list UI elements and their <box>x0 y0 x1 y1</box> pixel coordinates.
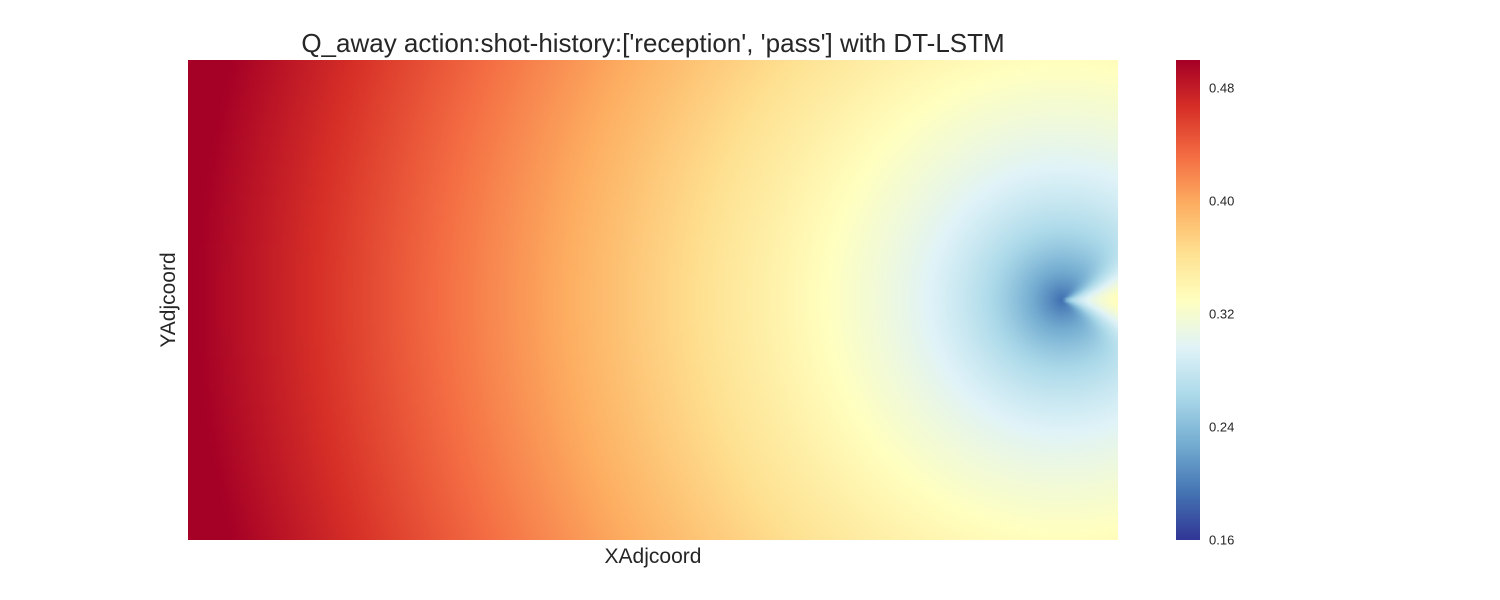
heatmap-cells <box>188 60 1118 540</box>
y-axis-label: YAdjcoord <box>157 252 180 347</box>
heatmap-plot-area <box>188 60 1118 540</box>
colorbar-tick-label: 0.48 <box>1209 81 1234 96</box>
x-axis-label: XAdjcoord <box>605 545 702 568</box>
chart-title: Q_away action:shot-history:['reception',… <box>301 28 1004 58</box>
colorbar-tick-label: 0.40 <box>1209 194 1234 209</box>
colorbar-tick-label: 0.32 <box>1209 307 1234 322</box>
colorbar-gradient <box>1176 60 1200 540</box>
colorbar-tick-label: 0.16 <box>1209 533 1234 548</box>
colorbar-ticks: 0.16 0.24 0.32 0.40 0.48 <box>1209 81 1234 548</box>
colorbar: 0.16 0.24 0.32 0.40 0.48 <box>1176 60 1234 548</box>
colorbar-tick-label: 0.24 <box>1209 420 1234 435</box>
